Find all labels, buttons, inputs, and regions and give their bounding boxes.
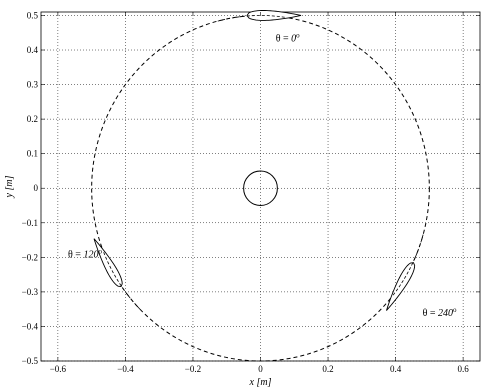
- y-tick-label: 0.2: [27, 114, 38, 124]
- blade-orbit-segment: [103, 252, 141, 310]
- blade-angle-label: θ = 120o: [68, 247, 102, 260]
- blade-angle-value: 0: [291, 33, 296, 44]
- x-tick-label: −0.6: [50, 364, 67, 374]
- y-tick-label: 0.1: [27, 149, 38, 159]
- blade-orbit-segment: [392, 233, 424, 296]
- blade-angle-theta: θ =: [68, 249, 83, 260]
- blade-angle-degree: o: [453, 306, 457, 314]
- y-tick-label: −0.5: [22, 356, 39, 366]
- x-tick-label: −0.2: [185, 364, 201, 374]
- blade-angle-value: 240: [438, 308, 453, 319]
- x-tick-label: 0.6: [457, 364, 469, 374]
- x-tick-label: −0.4: [117, 364, 134, 374]
- y-tick-label: −0.2: [22, 252, 38, 262]
- y-tick-label: −0.1: [22, 218, 38, 228]
- blade-angle-degree: o: [98, 247, 102, 255]
- blade-angle-label: θ = 0o: [276, 31, 300, 44]
- y-axis-label: y [m]: [4, 175, 15, 198]
- x-tick-label: 0: [258, 364, 263, 374]
- y-tick-label: 0.3: [27, 80, 39, 90]
- blade-angle-value: 120: [83, 249, 98, 260]
- y-tick-label: −0.4: [22, 321, 39, 331]
- y-tick-label: −0.3: [22, 287, 39, 297]
- x-tick-label: 0.2: [322, 364, 333, 374]
- y-tick-label: 0: [34, 183, 39, 193]
- blade-angle-theta: θ =: [423, 308, 438, 319]
- blade-angle-label: θ = 240o: [423, 306, 457, 319]
- blade-angle-degree: o: [296, 31, 300, 39]
- x-axis-label: x [m]: [249, 377, 272, 388]
- x-tick-label: 0.4: [390, 364, 402, 374]
- blade-angle-theta: θ =: [276, 33, 291, 44]
- blade-profile: [386, 262, 416, 311]
- y-tick-label: 0.4: [27, 45, 39, 55]
- blade-orbit-segment: [217, 15, 285, 22]
- ticks: −0.6 −0.4 −0.2 0 0.2 0.4 0.6 −0.5 −0.4 −0.3 −0.2 −0…: [22, 10, 480, 374]
- shaft-circle: [243, 170, 278, 207]
- y-tick-label: 0.5: [27, 10, 39, 20]
